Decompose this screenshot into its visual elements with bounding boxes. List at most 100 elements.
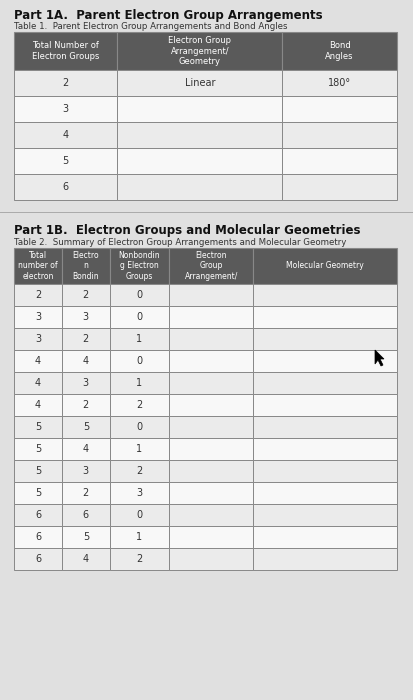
Text: 1: 1 (136, 444, 142, 454)
Text: 5: 5 (83, 422, 89, 432)
Bar (282, 122, 397, 148)
Bar (14, 284, 62, 306)
Text: 2: 2 (63, 78, 69, 88)
Bar (169, 548, 253, 570)
Bar (117, 174, 282, 200)
Text: 4: 4 (83, 554, 89, 564)
Text: 4: 4 (35, 378, 41, 388)
Text: 6: 6 (35, 554, 41, 564)
Bar (14, 350, 62, 372)
Bar (169, 482, 253, 504)
Text: 1: 1 (136, 378, 142, 388)
Polygon shape (375, 350, 384, 366)
Bar (14, 70, 117, 96)
Bar (282, 32, 397, 70)
Bar (62, 284, 110, 306)
Bar (110, 372, 169, 394)
Bar (62, 394, 110, 416)
Text: 1: 1 (136, 334, 142, 344)
Text: 6: 6 (35, 532, 41, 542)
Text: 2: 2 (83, 334, 89, 344)
Bar (169, 372, 253, 394)
Bar (14, 460, 62, 482)
Bar (117, 32, 282, 70)
Text: 3: 3 (136, 488, 142, 498)
Bar (169, 350, 253, 372)
Bar (169, 526, 253, 548)
Bar (110, 460, 169, 482)
Bar (110, 526, 169, 548)
Text: 4: 4 (35, 356, 41, 366)
Text: 5: 5 (63, 156, 69, 166)
Text: Table 1.  Parent Electron Group Arrangements and Bond Angles: Table 1. Parent Electron Group Arrangeme… (14, 22, 287, 31)
Text: 5: 5 (83, 532, 89, 542)
Text: Total
number of
electron: Total number of electron (18, 251, 58, 281)
Bar (282, 148, 397, 174)
Bar (117, 148, 282, 174)
Bar (14, 306, 62, 328)
Bar (169, 284, 253, 306)
Bar (282, 174, 397, 200)
Bar (110, 504, 169, 526)
Text: 3: 3 (83, 378, 89, 388)
Text: Part 1A.  Parent Electron Group Arrangements: Part 1A. Parent Electron Group Arrangeme… (14, 9, 323, 22)
Bar (169, 460, 253, 482)
Text: Electron
Group
Arrangement/: Electron Group Arrangement/ (185, 251, 238, 281)
Bar (282, 70, 397, 96)
Text: Table 2.  Summary of Electron Group Arrangements and Molecular Geometry: Table 2. Summary of Electron Group Arran… (14, 238, 347, 247)
Bar (62, 350, 110, 372)
Bar (169, 438, 253, 460)
Bar (62, 548, 110, 570)
Bar (62, 306, 110, 328)
Bar (253, 284, 397, 306)
Bar (62, 438, 110, 460)
Text: 3: 3 (83, 312, 89, 322)
Text: 3: 3 (35, 312, 41, 322)
Bar (14, 526, 62, 548)
Bar (117, 70, 282, 96)
Bar (14, 548, 62, 570)
Bar (14, 394, 62, 416)
Bar (14, 96, 117, 122)
Bar (14, 328, 62, 350)
Bar (110, 416, 169, 438)
Text: 6: 6 (63, 182, 69, 192)
Text: 180°: 180° (328, 78, 351, 88)
Text: 4: 4 (83, 356, 89, 366)
Bar (14, 438, 62, 460)
Text: 4: 4 (83, 444, 89, 454)
Bar (110, 548, 169, 570)
Text: 6: 6 (83, 510, 89, 520)
Text: 2: 2 (35, 290, 41, 300)
Bar (62, 372, 110, 394)
Text: Total Number of
Electron Groups: Total Number of Electron Groups (32, 41, 100, 61)
Text: 2: 2 (83, 290, 89, 300)
Bar (253, 460, 397, 482)
Bar (62, 248, 110, 284)
Text: Molecular Geometry: Molecular Geometry (286, 262, 364, 270)
Bar (110, 284, 169, 306)
Bar (253, 526, 397, 548)
Text: 0: 0 (136, 290, 142, 300)
Bar (169, 394, 253, 416)
Text: 5: 5 (35, 444, 41, 454)
Text: 4: 4 (35, 400, 41, 410)
Text: 0: 0 (136, 510, 142, 520)
Bar (62, 416, 110, 438)
Text: Electron Group
Arrangement/
Geometry: Electron Group Arrangement/ Geometry (168, 36, 231, 66)
Bar (110, 248, 169, 284)
Bar (62, 526, 110, 548)
Bar (253, 350, 397, 372)
Bar (253, 416, 397, 438)
Bar (14, 174, 117, 200)
Bar (14, 148, 117, 174)
Bar (14, 482, 62, 504)
Bar (110, 482, 169, 504)
Text: Linear: Linear (185, 78, 215, 88)
Bar (14, 32, 117, 70)
Text: Electro
n
Bondin: Electro n Bondin (73, 251, 99, 281)
Text: 1: 1 (136, 532, 142, 542)
Text: 2: 2 (136, 466, 142, 476)
Bar (169, 248, 253, 284)
Bar (14, 372, 62, 394)
